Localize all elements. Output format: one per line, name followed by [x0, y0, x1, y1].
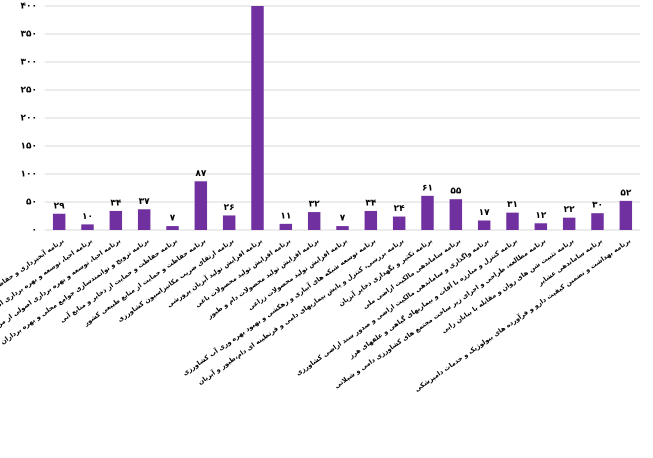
bar	[591, 213, 604, 230]
bar	[222, 215, 236, 230]
bar	[194, 181, 208, 230]
data-label: ۳۴	[110, 198, 121, 208]
data-label: ۲۹	[54, 201, 65, 211]
data-label: ۷	[170, 214, 176, 224]
data-label: ۱۰	[82, 212, 93, 222]
y-tick-label: ۳۵۰	[21, 30, 37, 40]
y-tick-label: ۲۵۰	[21, 86, 37, 96]
bar	[166, 226, 179, 230]
data-label: ۳۴	[365, 198, 376, 208]
data-label: ۱۲	[535, 211, 546, 221]
data-label: ۲۲	[564, 205, 575, 215]
bar	[52, 213, 66, 230]
bar	[392, 216, 406, 230]
data-label: ۶۱	[422, 183, 433, 193]
data-label: ۸۷	[195, 169, 206, 179]
bar	[279, 223, 293, 230]
bar	[619, 200, 633, 230]
y-tick-label: ۴۰۰	[21, 2, 37, 12]
data-label: ۱۱	[280, 211, 291, 221]
bar	[449, 199, 463, 230]
data-label: ۵۲	[620, 188, 631, 198]
bar	[81, 224, 94, 230]
data-label: ۱۷	[479, 208, 490, 218]
y-tick-label: ۰	[32, 226, 38, 236]
data-label: ۷	[340, 214, 346, 224]
bar	[562, 217, 576, 230]
bar	[307, 212, 321, 230]
data-label: ۲۶	[224, 203, 235, 213]
bar	[251, 6, 264, 230]
bar	[421, 195, 434, 230]
y-tick-label: ۲۰۰	[21, 114, 37, 124]
bar	[364, 210, 378, 230]
bar	[506, 212, 519, 230]
data-label: ۳۰	[592, 201, 603, 211]
bar	[534, 223, 548, 230]
bar	[336, 226, 349, 230]
y-tick-label: ۱۰۰	[21, 170, 37, 180]
data-label: ۳۱	[507, 200, 518, 210]
data-label: ۲۴	[394, 204, 405, 214]
data-label: ۳۲	[309, 200, 320, 210]
data-label: ۵۵	[450, 187, 461, 197]
y-tick-label: ۳۰۰	[21, 58, 37, 68]
y-tick-label: ۵۰	[26, 198, 37, 208]
data-label: ۳۷	[139, 197, 150, 207]
bar	[137, 209, 151, 230]
bar	[109, 210, 123, 230]
bar	[477, 220, 491, 230]
y-tick-label: ۱۵۰	[21, 142, 37, 152]
